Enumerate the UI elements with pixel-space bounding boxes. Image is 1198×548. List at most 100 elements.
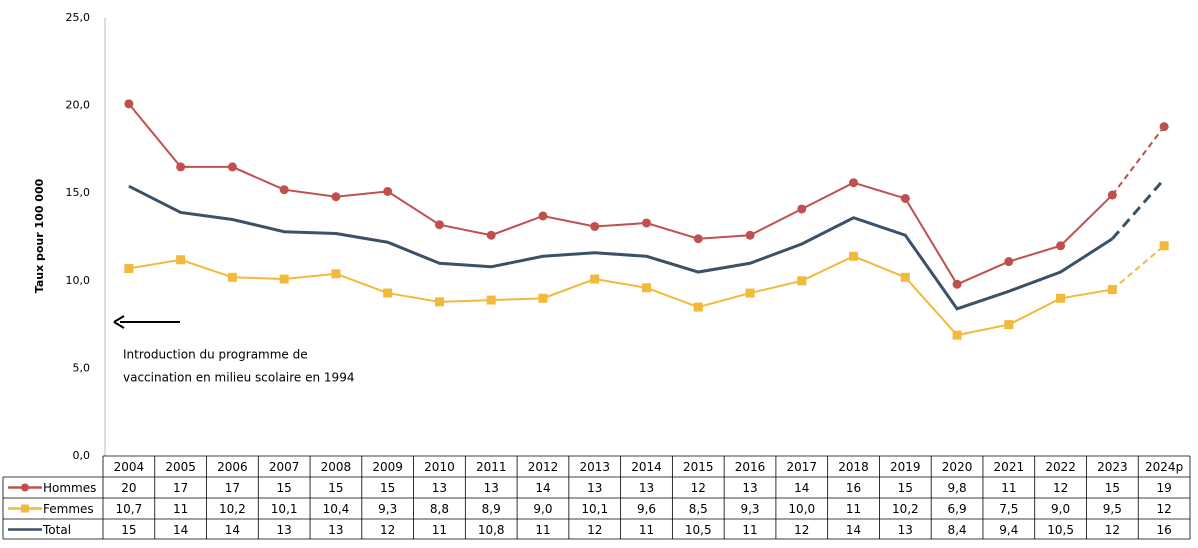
- table-value: 9,8: [948, 481, 967, 495]
- table-value: 10,2: [219, 502, 246, 516]
- legend-label: Hommes: [43, 481, 96, 495]
- series-line: [128, 184, 1114, 311]
- marker: [279, 185, 289, 195]
- table-value: 16: [1156, 523, 1171, 537]
- marker: [745, 230, 755, 240]
- legend-label: Total: [42, 523, 71, 537]
- marker: [900, 272, 910, 282]
- marker: [900, 193, 910, 203]
- marker: [1056, 241, 1066, 251]
- table-value: 6,9: [948, 502, 967, 516]
- series-line: [1111, 126, 1165, 196]
- table-value: 15: [898, 481, 913, 495]
- x-tick-label: 2006: [217, 460, 248, 474]
- marker: [693, 302, 703, 312]
- marker: [227, 272, 237, 282]
- table-value: 13: [277, 523, 292, 537]
- table-value: 10,8: [478, 523, 505, 537]
- y-axis-label: Taux pour 100 000: [33, 178, 46, 293]
- y-tick-label: 10,0: [66, 274, 91, 287]
- table-value: 12: [380, 523, 395, 537]
- marker: [383, 186, 393, 196]
- marker: [745, 288, 755, 298]
- table-value: 12: [794, 523, 809, 537]
- table-value: 14: [846, 523, 861, 537]
- table-value: 11: [173, 502, 188, 516]
- table-value: 15: [328, 481, 343, 495]
- x-tick-label: 2011: [476, 460, 507, 474]
- table-value: 12: [1156, 502, 1171, 516]
- table-value: 9,0: [1051, 502, 1070, 516]
- x-tick-label: 2007: [269, 460, 300, 474]
- marker: [1004, 257, 1014, 267]
- table-value: 9,4: [999, 523, 1018, 537]
- x-tick-label: 2024p: [1145, 460, 1183, 474]
- annotation: Introduction du programme de: [123, 348, 308, 362]
- table-value: 16: [846, 481, 861, 495]
- table-value: 10,0: [788, 502, 815, 516]
- x-tick-label: 2020: [942, 460, 973, 474]
- x-tick-label: 2010: [424, 460, 455, 474]
- marker: [538, 293, 548, 303]
- marker: [952, 330, 962, 340]
- table-value: 15: [1105, 481, 1120, 495]
- table-value: 13: [587, 481, 602, 495]
- table-value: 20: [121, 481, 136, 495]
- marker: [952, 279, 962, 289]
- table-value: 13: [742, 481, 757, 495]
- table-value: 13: [639, 481, 654, 495]
- marker: [797, 204, 807, 214]
- marker: [642, 218, 651, 228]
- table-value: 15: [121, 523, 136, 537]
- table-value: 15: [277, 481, 292, 495]
- marker: [176, 162, 186, 172]
- marker: [538, 211, 548, 221]
- marker: [590, 221, 600, 231]
- table-value: 13: [432, 481, 447, 495]
- marker: [1107, 190, 1117, 200]
- table-value: 11: [1001, 481, 1016, 495]
- table-value: 11: [432, 523, 447, 537]
- marker: [590, 274, 600, 284]
- table-value: 9,6: [637, 502, 656, 516]
- table-value: 14: [535, 481, 550, 495]
- table-value: 8,4: [948, 523, 967, 537]
- marker: [434, 297, 444, 307]
- table-value: 10,1: [581, 502, 608, 516]
- marker: [486, 230, 496, 240]
- table-value: 9,5: [1103, 502, 1122, 516]
- y-tick-label: 15,0: [66, 186, 91, 199]
- table-value: 12: [1105, 523, 1120, 537]
- x-tick-label: 2016: [735, 460, 766, 474]
- table-value: 8,9: [482, 502, 501, 516]
- y-tick-label: 5,0: [73, 361, 91, 374]
- table-value: 9,3: [378, 502, 397, 516]
- y-tick-label: 0,0: [73, 449, 91, 462]
- table-value: 15: [380, 481, 395, 495]
- marker: [642, 283, 651, 293]
- table-value: 13: [898, 523, 913, 537]
- marker: [1107, 285, 1117, 295]
- table-value: 12: [691, 481, 706, 495]
- table-value: 13: [328, 523, 343, 537]
- table-value: 13: [484, 481, 499, 495]
- x-tick-label: 2014: [631, 460, 662, 474]
- table-value: 14: [173, 523, 188, 537]
- table-value: 10,1: [271, 502, 298, 516]
- x-tick-label: 2017: [787, 460, 818, 474]
- table-value: 19: [1156, 481, 1171, 495]
- legend-label: Femmes: [43, 502, 94, 516]
- series-line: [128, 103, 1114, 286]
- marker: [1056, 293, 1066, 303]
- marker: [693, 234, 703, 244]
- table-value: 10,2: [892, 502, 919, 516]
- table-value: 11: [639, 523, 654, 537]
- table-value: 9,3: [740, 502, 759, 516]
- annotation-arrow: [113, 315, 180, 329]
- table-value: 12: [587, 523, 602, 537]
- series-line: [1111, 178, 1166, 240]
- y-tick-label: 20,0: [66, 99, 91, 112]
- marker: [1159, 122, 1169, 132]
- marker: [124, 264, 134, 274]
